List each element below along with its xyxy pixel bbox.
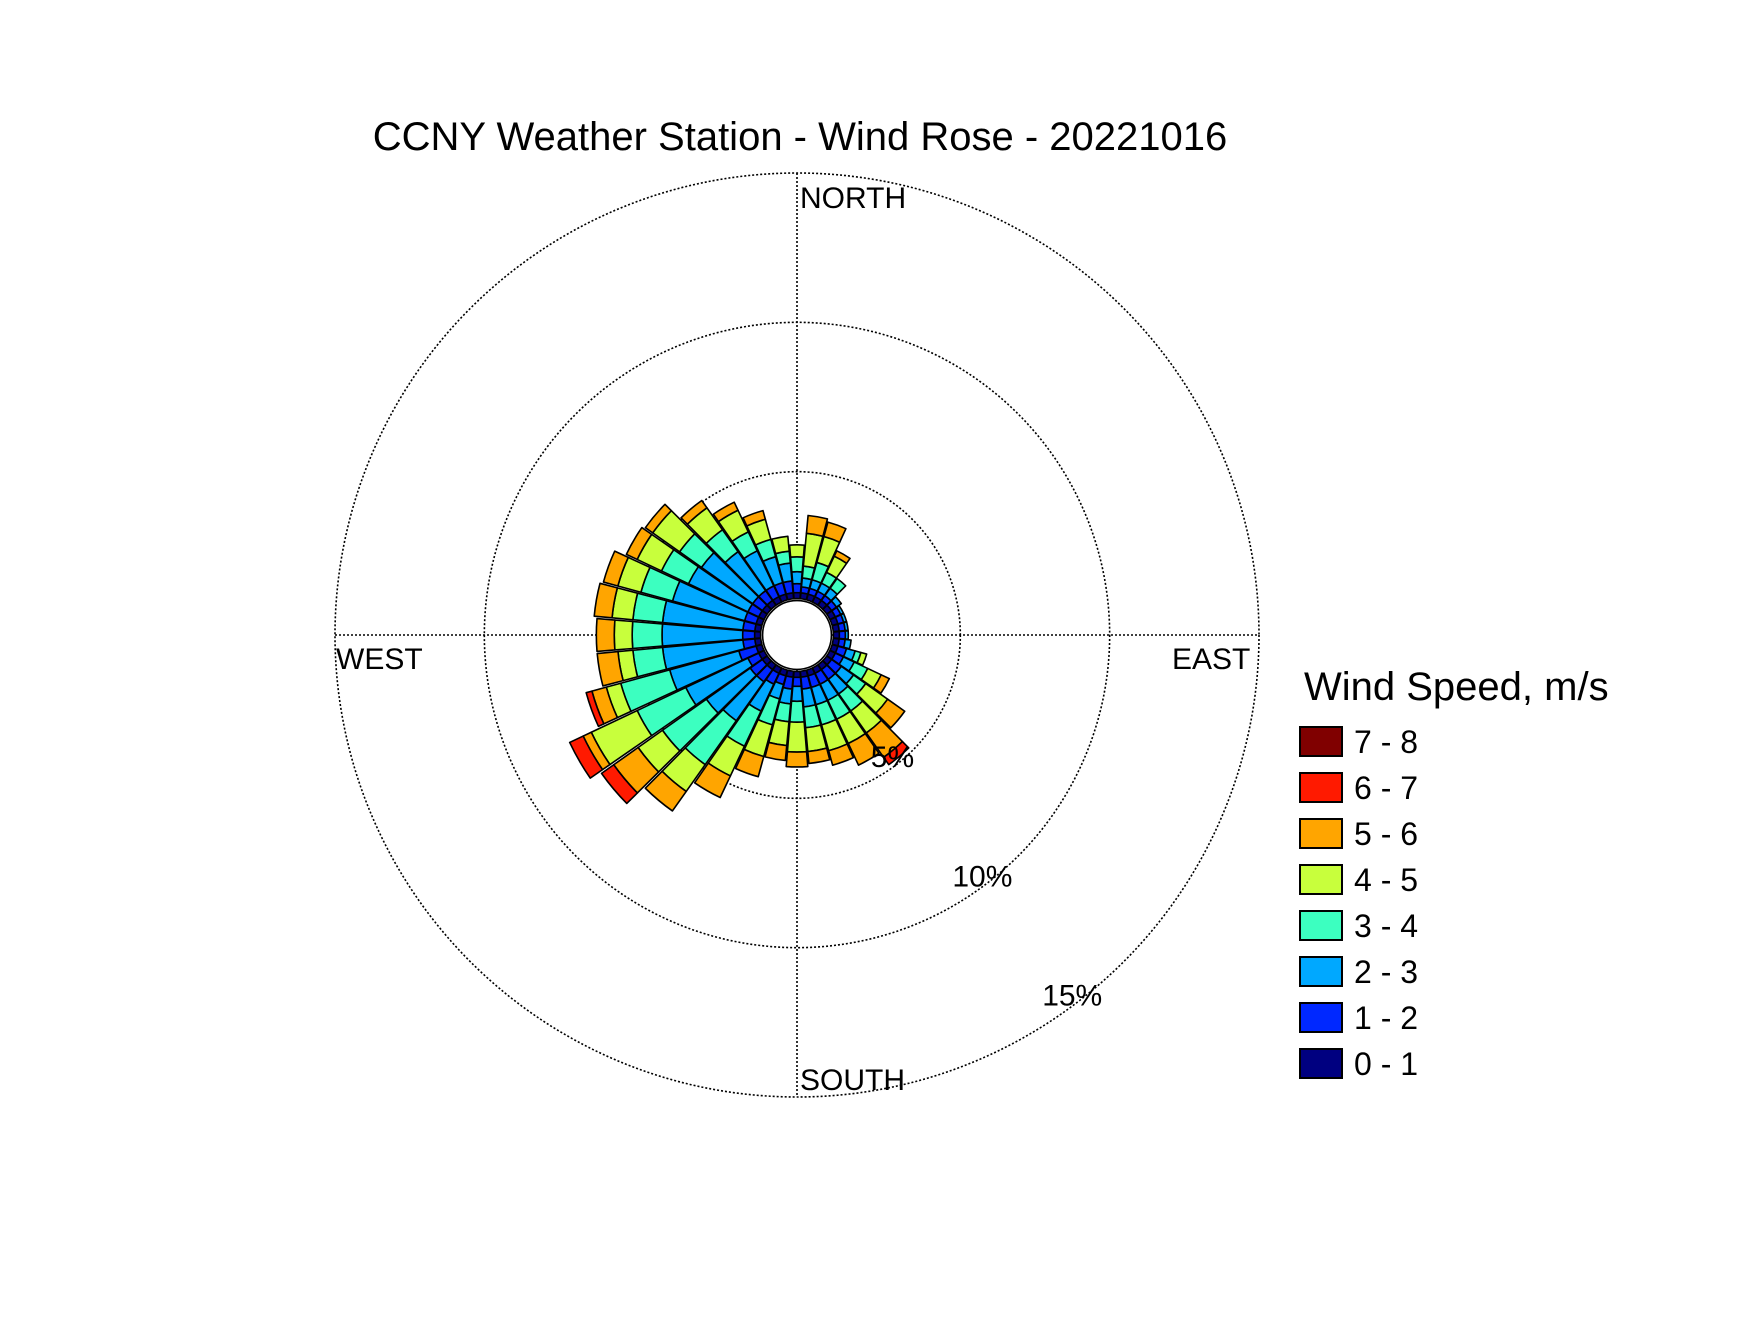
sector-360-bin-3-4 [789,555,805,573]
sector-160-bin-5-6 [827,743,855,766]
sector-180-bin-4-5 [786,721,808,753]
sector-140-bin-6-7 [882,740,910,766]
sector-10-bin-5-6 [805,514,829,538]
sector-290-bin-5-6 [602,550,630,587]
legend-swatch-6 [1299,956,1343,987]
sector-170-bin-5-6 [807,747,831,765]
chart-title: CCNY Weather Station - Wind Rose - 20221… [373,115,1228,159]
direction-label-south: SOUTH [800,1064,905,1097]
legend-title: Wind Speed, m/s [1304,665,1609,709]
legend-swatch-4 [1299,864,1343,895]
sector-340-bin-5-6 [742,509,767,527]
sector-310-bin-5-6 [644,503,673,534]
sector-270-bin-3-4 [631,620,664,650]
direction-label-west: WEST [336,643,423,676]
sector-250-bin-6-7 [585,690,605,728]
sector-230-bin-6-7 [600,763,639,805]
direction-label-east: EAST [1172,643,1250,676]
sector-90-bin-1-2 [838,630,847,640]
sector-40-bin-3-4 [829,577,847,596]
sector-320-bin-5-6 [680,499,708,526]
legend-label-4: 4 - 5 [1354,862,1418,898]
sector-120-bin-5-6 [872,674,891,694]
legend-label-5: 3 - 4 [1354,908,1418,944]
legend-label-8: 0 - 1 [1354,1046,1418,1082]
sector-180-bin-0-1 [792,670,802,679]
sector-270-bin-5-6 [595,617,616,653]
sector-360-bin-4-5 [788,544,806,558]
sector-180-bin-1-2 [791,676,803,688]
sector-360-bin-2-3 [791,570,803,585]
sector-90-bin-0-1 [832,630,841,640]
legend-swatch-1 [1299,726,1343,757]
ring-label-2: 10% [952,860,1012,893]
sector-300-bin-5-6 [625,526,653,561]
sector-220-bin-5-6 [644,770,688,812]
sector-280-bin-5-6 [593,582,619,619]
legend-label-6: 2 - 3 [1354,954,1418,990]
legend-swatch-5 [1299,910,1343,941]
sector-180-bin-2-3 [790,685,804,703]
sector-270-bin-4-5 [613,619,634,651]
legend-swatch-7 [1299,1002,1343,1033]
sector-190-bin-5-6 [764,741,788,762]
sector-270-bin-1-2 [741,629,756,641]
sector-150-bin-5-6 [847,732,880,766]
center-hole [761,599,833,671]
sector-180-bin-3-4 [789,700,805,723]
sector-260-bin-5-6 [596,650,624,687]
sector-20-bin-5-6 [823,521,847,544]
sector-240-bin-6-7 [568,735,604,779]
legend-swatch-8 [1299,1048,1343,1079]
legend-label-1: 7 - 8 [1354,724,1418,760]
sector-50-bin-2-3 [830,595,843,608]
legend-swatch-2 [1299,772,1343,803]
sector-350-bin-4-5 [771,535,791,555]
legend-items: 7 - 8 6 - 7 5 - 6 4 - 5 3 - 4 2 - 3 1 - 2 0 - 1 [1299,724,1418,1082]
sector-360-bin-1-2 [791,582,803,594]
legend: Wind Speed, m/s 7 - 8 6 - 7 5 - 6 4 - 5 3 - … [1299,665,1609,1082]
sector-360-bin-0-1 [792,591,802,600]
direction-label-north: NORTH [800,182,906,215]
sector-90-bin-2-3 [844,629,850,641]
legend-label-7: 1 - 2 [1354,1000,1418,1036]
ring-label-3: 15% [1042,980,1102,1013]
sector-180-bin-5-6 [785,750,809,768]
legend-label-3: 5 - 6 [1354,816,1418,852]
ring-labels: 5% 10% 15% [871,741,1102,1013]
sector-330-bin-5-6 [712,501,739,523]
sector-80-bin-2-3 [842,621,849,632]
legend-label-2: 6 - 7 [1354,770,1418,806]
sector-30-bin-5-6 [833,549,851,565]
sector-210-bin-5-6 [693,762,732,799]
sector-130-bin-5-6 [875,698,906,729]
sector-270-bin-0-1 [753,630,762,640]
sector-200-bin-5-6 [734,748,765,778]
wind-sectors [568,499,910,812]
ring-label-1: 5% [871,741,914,774]
legend-swatch-3 [1299,818,1343,849]
